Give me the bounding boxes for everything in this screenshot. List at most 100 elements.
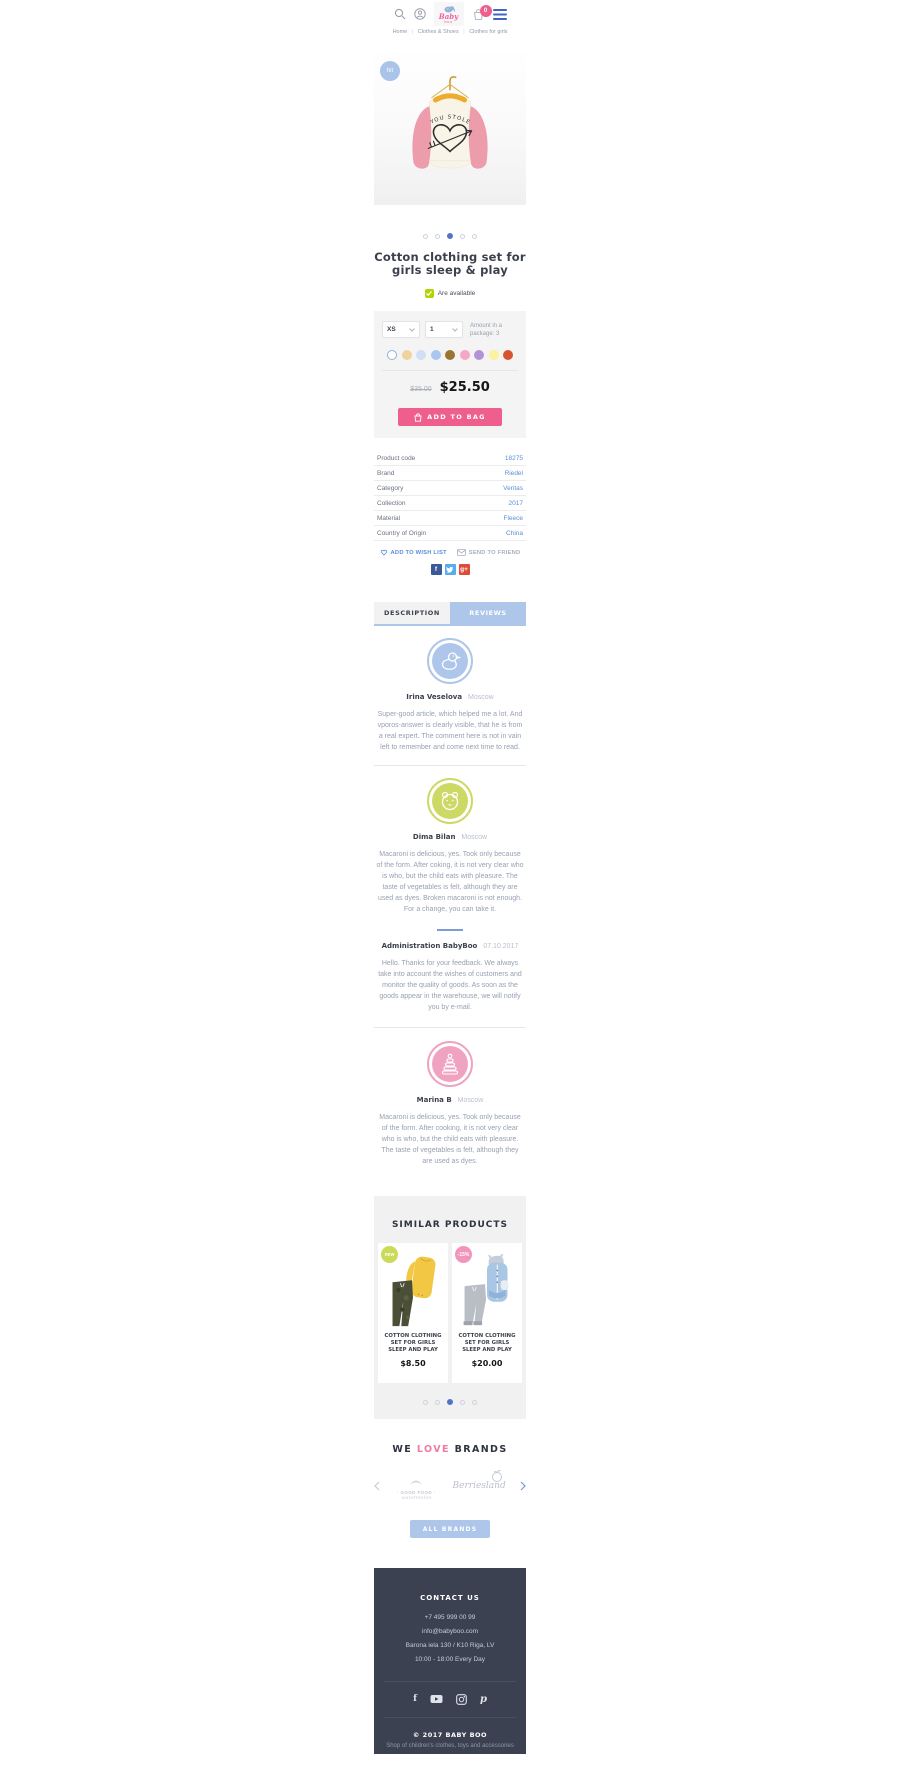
similar-dot[interactable] <box>423 1399 428 1405</box>
duck-icon <box>441 652 461 670</box>
tab-reviews[interactable]: REVIEWS <box>450 602 526 624</box>
heart-print <box>432 124 468 153</box>
detail-value[interactable]: Fleece <box>503 514 523 522</box>
cart-icon[interactable]: 0 <box>472 4 492 21</box>
hamburger-menu-icon[interactable] <box>492 8 507 20</box>
admin-reply-text: Hello. Thanks for your feedback. We alwa… <box>378 960 522 1011</box>
facebook-share-icon[interactable]: f <box>430 564 442 575</box>
detail-label: Country of Origin <box>377 529 427 537</box>
breadcrumb-home[interactable]: Home <box>392 29 408 35</box>
gallery-dot[interactable] <box>423 233 428 239</box>
reviewer-location: Moscow <box>457 1097 484 1104</box>
product-card-image <box>381 1247 445 1329</box>
divider <box>374 765 526 766</box>
tab-description[interactable]: DESCRIPTION <box>374 602 450 624</box>
product-card-price: $20.00 <box>471 1359 503 1368</box>
gallery-dot-active[interactable] <box>447 233 453 239</box>
footer-social-row: f p <box>384 1692 516 1706</box>
all-brands-button[interactable]: ALL BRANDS <box>410 1520 490 1538</box>
product-details: Product code 18275 Brand Riedel Category… <box>374 451 526 541</box>
color-swatch[interactable] <box>459 350 470 360</box>
product-card[interactable]: -15% COTTON CLOTHING S <box>452 1243 522 1383</box>
product-title: Cotton clothing set for girls sleep & pl… <box>374 250 526 277</box>
facebook-icon[interactable]: f <box>413 1694 417 1704</box>
detail-value[interactable]: China <box>506 529 523 537</box>
brands-title-brands: BRANDS <box>449 1444 508 1455</box>
similar-products-section: SIMILAR PRODUCTS new <box>374 1196 526 1419</box>
footer-copyright: © 2017 BABY BOO <box>412 1731 488 1739</box>
color-swatch[interactable] <box>488 350 499 360</box>
add-to-bag-button[interactable]: ADD TO BAG <box>398 408 502 426</box>
reviewer-name-row: Marina B Moscow <box>374 1096 526 1104</box>
similar-dot[interactable] <box>435 1399 440 1405</box>
color-swatch[interactable] <box>387 350 397 360</box>
product-card-title[interactable]: COTTON CLOTHING SET FOR GIRLS SLEEP AND … <box>384 1333 442 1353</box>
detail-value[interactable]: 2017 <box>508 499 523 507</box>
brand-name: · GOOD FOOD · <box>396 1489 436 1495</box>
header: Baby boo 0 <box>374 0 526 26</box>
pyramid-toy-icon <box>441 1053 459 1075</box>
reviews-panel: Irina Veselova Moscow Super-good article… <box>374 638 526 1167</box>
search-icon[interactable] <box>394 8 406 20</box>
account-icon[interactable] <box>413 8 426 20</box>
color-swatch[interactable] <box>401 350 412 360</box>
store-logo[interactable]: Baby boo <box>433 2 464 26</box>
breadcrumb-clothes-shoes[interactable]: Clothes & Shoes <box>417 29 459 35</box>
pinterest-icon[interactable]: p <box>479 1693 487 1705</box>
detail-row: Collection 2017 <box>374 496 526 511</box>
detail-value[interactable]: Riedel <box>504 469 523 477</box>
similar-products-title: SIMILAR PRODUCTS <box>391 1220 509 1230</box>
purchase-options: XS 1 Amount in a package: 3 $35.00 $25.5… <box>374 311 526 438</box>
breadcrumb-clothes-for-girls[interactable]: Clothes for girls <box>469 29 508 35</box>
similar-dot-active[interactable] <box>447 1399 453 1405</box>
youtube-icon[interactable] <box>430 1694 443 1704</box>
product-card[interactable]: new COTTON CLOTHING SET FOR <box>378 1243 448 1383</box>
size-select[interactable]: XS <box>382 321 420 338</box>
divider <box>374 1027 526 1028</box>
review-text: Super-good article, which helped me a lo… <box>377 711 523 751</box>
product-card-title[interactable]: COTTON CLOTHING SET FOR GIRLS SLEEP AND … <box>458 1333 516 1353</box>
bag-icon <box>414 412 422 422</box>
gallery-dot[interactable] <box>472 233 477 239</box>
reviewer-name-row: Dima Bilan Moscow <box>374 833 526 841</box>
quantity-select[interactable]: 1 <box>425 321 463 338</box>
color-swatch[interactable] <box>503 350 513 360</box>
reviewer-name: Irina Veselova <box>406 693 463 701</box>
gallery-dot[interactable] <box>460 233 465 239</box>
similar-dot[interactable] <box>472 1399 477 1405</box>
detail-value[interactable]: 18275 <box>504 454 523 462</box>
detail-label: Product code <box>377 454 416 462</box>
detail-label: Material <box>377 514 401 522</box>
twitter-share-icon[interactable] <box>444 564 456 575</box>
detail-value[interactable]: Veritas <box>503 484 523 492</box>
quantity-value: 1 <box>430 326 434 333</box>
color-swatch[interactable] <box>430 350 441 360</box>
footer-email[interactable]: info@babyboo.com <box>421 1628 479 1635</box>
logo-text: Baby <box>438 11 459 21</box>
product-card-price: $8.50 <box>400 1359 426 1368</box>
color-swatch[interactable] <box>474 350 484 360</box>
footer: CONTACT US +7 495 999 00 99 info@babyboo… <box>374 1568 526 1754</box>
color-swatch[interactable] <box>416 350 426 360</box>
similar-dot[interactable] <box>460 1399 465 1405</box>
add-to-wishlist-button[interactable]: ADD TO WISH LIST <box>380 549 447 556</box>
googleplus-share-icon[interactable]: g+ <box>458 564 470 575</box>
instagram-icon[interactable] <box>456 1693 467 1705</box>
product-image[interactable]: YOU STOLE MY <box>398 69 502 203</box>
reviewer-location: Moscow <box>461 834 488 841</box>
availability-label: Are available <box>437 290 476 297</box>
footer-divider <box>384 1717 516 1718</box>
gallery-dot[interactable] <box>435 233 440 239</box>
carousel-prev-icon[interactable] <box>374 1481 380 1491</box>
brand-subname: watermelon <box>401 1494 432 1501</box>
logo-subtext: boo <box>444 18 453 24</box>
color-swatch[interactable] <box>445 350 455 360</box>
carousel-next-icon[interactable] <box>520 1481 526 1491</box>
footer-heading: CONTACT US <box>420 1594 480 1602</box>
breadcrumb: Home | Clothes & Shoes | Clothes for gir… <box>374 29 526 35</box>
availability-checkbox[interactable] <box>424 289 434 298</box>
footer-phone[interactable]: +7 495 999 00 99 <box>424 1614 476 1621</box>
brand-logo-berriesland[interactable]: Berriesland <box>453 1470 506 1491</box>
send-to-friend-button[interactable]: SEND TO FRIEND <box>456 549 521 556</box>
brand-logo-good-food[interactable]: · GOOD FOOD · watermelon <box>394 1472 438 1501</box>
